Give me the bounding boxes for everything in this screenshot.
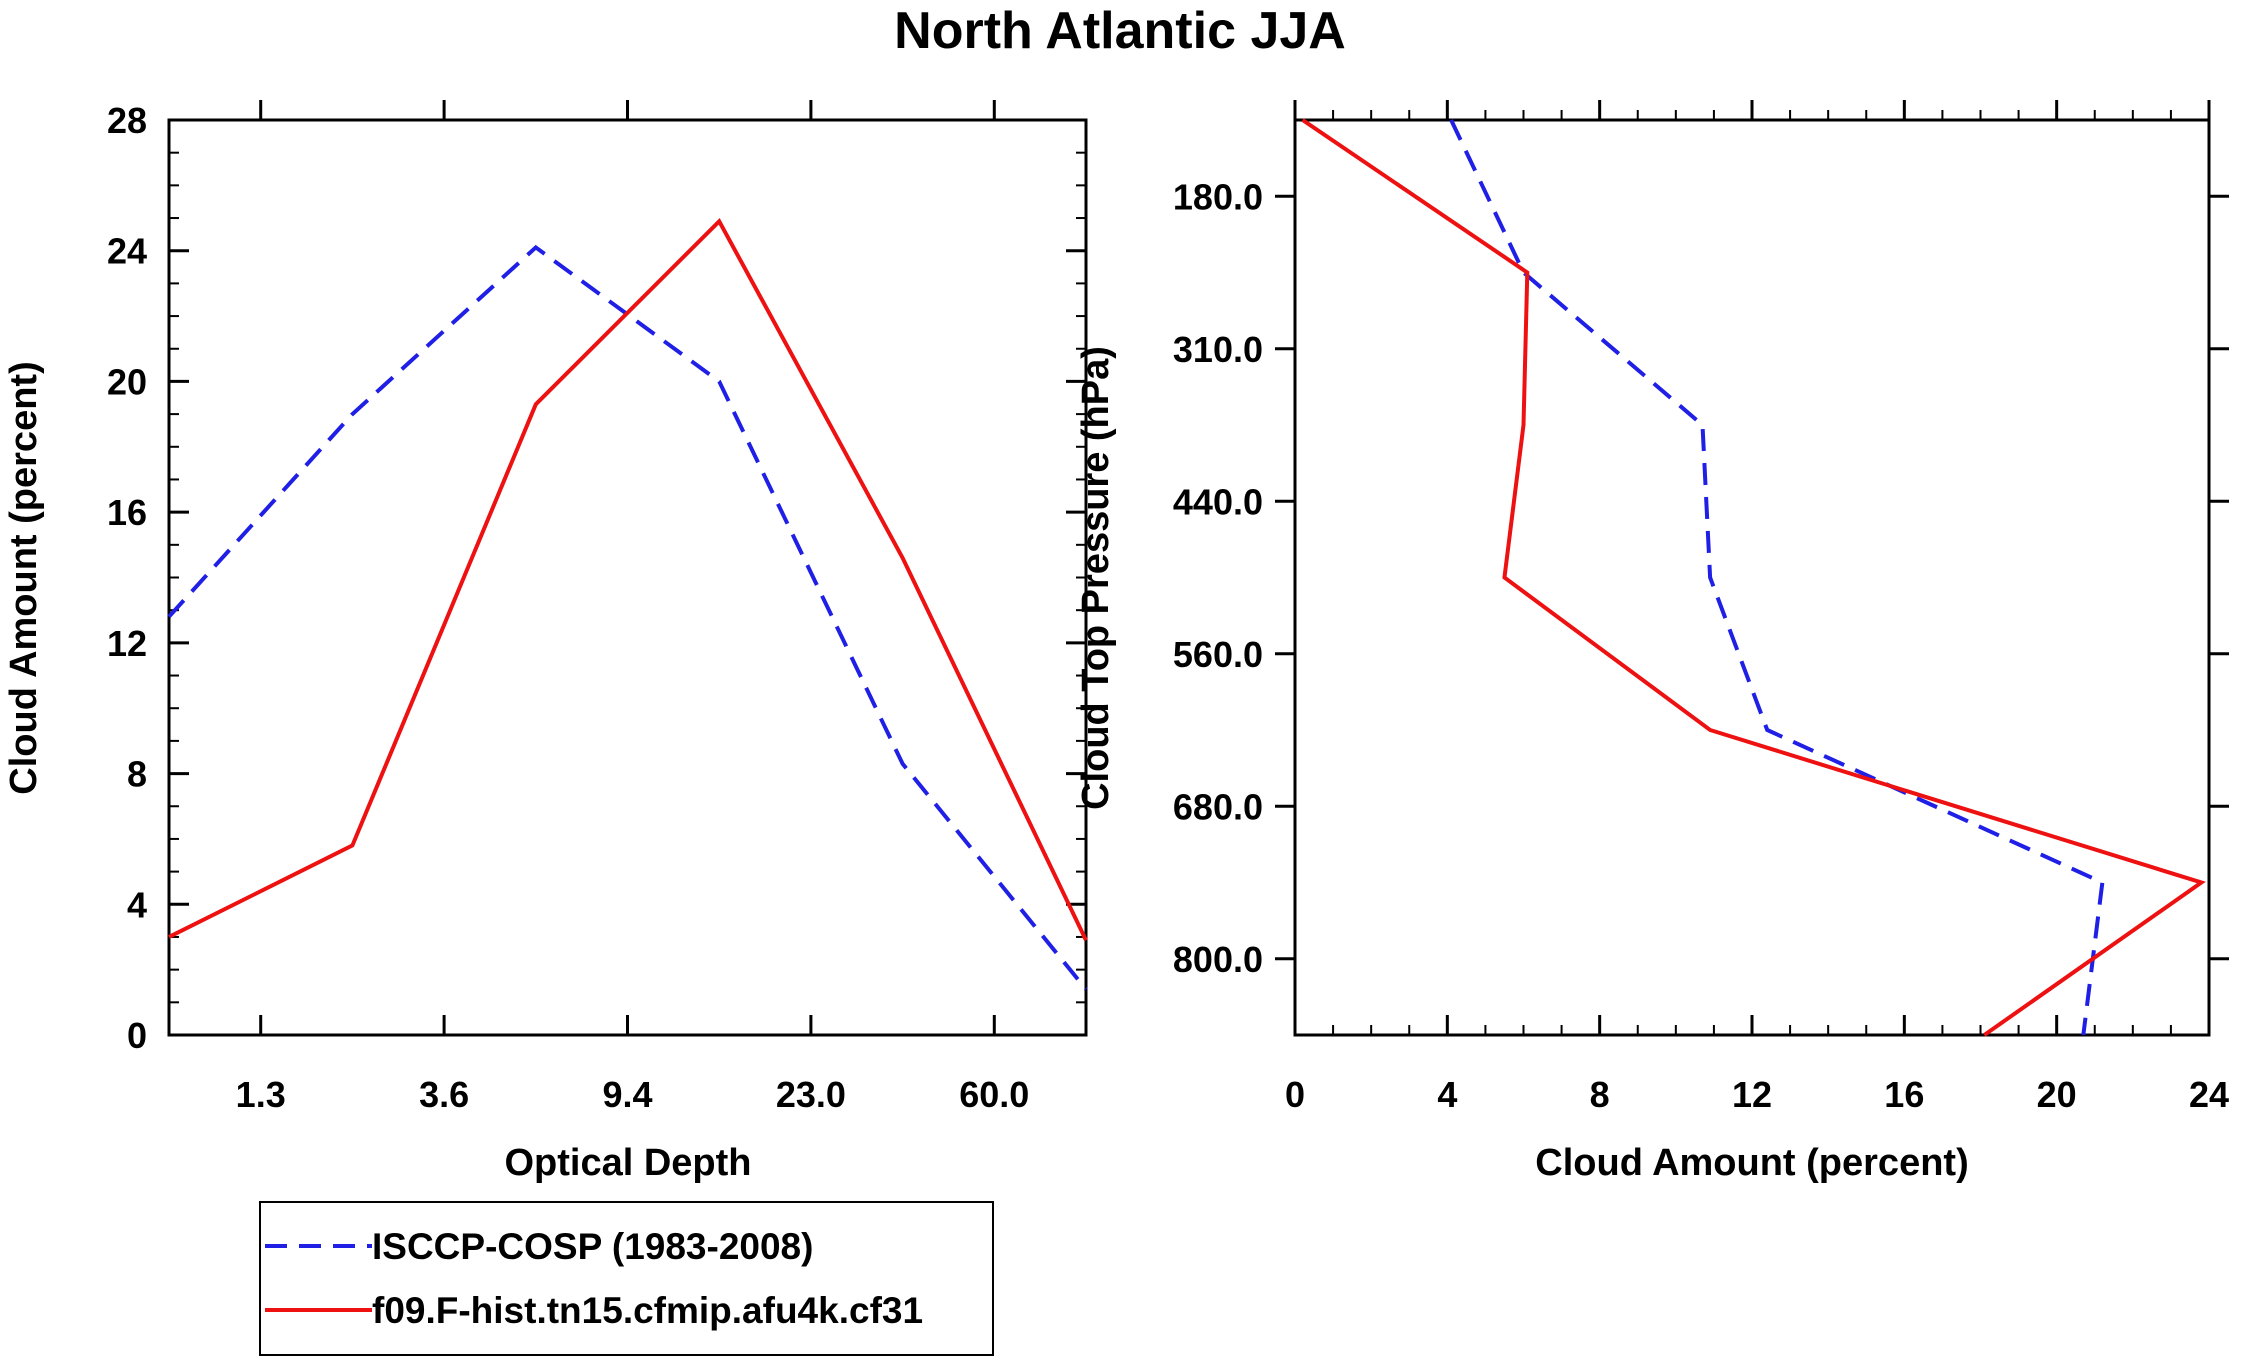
left-y-tick-label: 12 bbox=[107, 623, 147, 664]
legend-label-isccp: ISCCP-COSP (1983-2008) bbox=[372, 1226, 813, 1267]
right-series bbox=[1301, 118, 2206, 1037]
left-x-tick-label: 1.3 bbox=[236, 1074, 286, 1115]
left-ticks bbox=[169, 100, 1086, 1037]
left-y-tick-label: 16 bbox=[107, 492, 147, 533]
left-y-axis-title: Cloud Amount (percent) bbox=[3, 361, 45, 794]
right-x-axis-title: Cloud Amount (percent) bbox=[1535, 1142, 1968, 1184]
right-x-tick-label: 16 bbox=[1884, 1074, 1924, 1115]
right-x-tick-label: 4 bbox=[1437, 1074, 1457, 1115]
right-plot-frame bbox=[1293, 118, 2211, 1037]
right-x-tick-label: 12 bbox=[1732, 1074, 1772, 1115]
legend-box bbox=[259, 1201, 994, 1356]
right-y-tick-label: 440.0 bbox=[1173, 481, 1263, 522]
left-series-line-0 bbox=[167, 244, 1088, 991]
right-y-tick-labels: 180.0 310.0 440.0 560.0 680.0 800.0 bbox=[1173, 176, 1263, 980]
left-y-tick-label: 20 bbox=[107, 361, 147, 402]
left-x-tick-label: 3.6 bbox=[419, 1074, 469, 1115]
right-y-axis-title: Cloud Top Pressure (hPa) bbox=[1075, 346, 1117, 810]
right-series-line-1 bbox=[1301, 118, 2206, 1037]
left-x-axis-title: Optical Depth bbox=[504, 1142, 751, 1184]
left-y-tick-label: 0 bbox=[127, 1015, 147, 1056]
legend: ISCCP-COSP (1983-2008) f09.F-hist.tn15.c… bbox=[259, 1201, 994, 1356]
left-y-tick-labels: 0 4 8 12 16 20 24 28 bbox=[107, 100, 147, 1056]
left-y-tick-label: 24 bbox=[107, 231, 147, 272]
figure-title: North Atlantic JJA bbox=[894, 2, 1346, 60]
right-y-tick-label: 180.0 bbox=[1173, 176, 1263, 217]
right-y-tick-label: 560.0 bbox=[1173, 634, 1263, 675]
right-y-tick-label: 800.0 bbox=[1173, 939, 1263, 980]
right-chart: 180.0 310.0 440.0 560.0 680.0 800.0 0 4 8 12 16 20… bbox=[1075, 100, 2229, 1184]
legend-label-model: f09.F-hist.tn15.cfmip.afu4k.cf31 bbox=[372, 1290, 923, 1331]
left-y-tick-label: 8 bbox=[127, 754, 147, 795]
right-x-tick-label: 8 bbox=[1590, 1074, 1610, 1115]
left-chart: 0 4 8 12 16 20 24 28 1.3 3.6 9.4 23.0 60.0 Optical … bbox=[3, 100, 1088, 1184]
left-plot-frame bbox=[167, 118, 1088, 1037]
right-x-tick-labels: 0 4 8 12 16 20 24 bbox=[1285, 1074, 2229, 1115]
right-y-tick-label: 310.0 bbox=[1173, 329, 1263, 370]
left-y-tick-label: 4 bbox=[127, 884, 147, 925]
left-x-tick-labels: 1.3 3.6 9.4 23.0 60.0 bbox=[236, 1074, 1030, 1115]
right-x-tick-label: 0 bbox=[1285, 1074, 1305, 1115]
left-series-line-1 bbox=[168, 218, 1088, 942]
left-x-tick-label: 60.0 bbox=[959, 1074, 1029, 1115]
right-ticks bbox=[1275, 100, 2229, 1035]
right-x-tick-label: 20 bbox=[2037, 1074, 2077, 1115]
right-series-line-0 bbox=[1449, 119, 2105, 1036]
right-x-tick-label: 24 bbox=[2189, 1074, 2229, 1115]
left-y-tick-label: 28 bbox=[107, 100, 147, 141]
right-y-tick-label: 680.0 bbox=[1173, 786, 1263, 827]
left-x-tick-label: 23.0 bbox=[776, 1074, 846, 1115]
left-series bbox=[167, 218, 1088, 991]
left-x-tick-label: 9.4 bbox=[602, 1074, 652, 1115]
